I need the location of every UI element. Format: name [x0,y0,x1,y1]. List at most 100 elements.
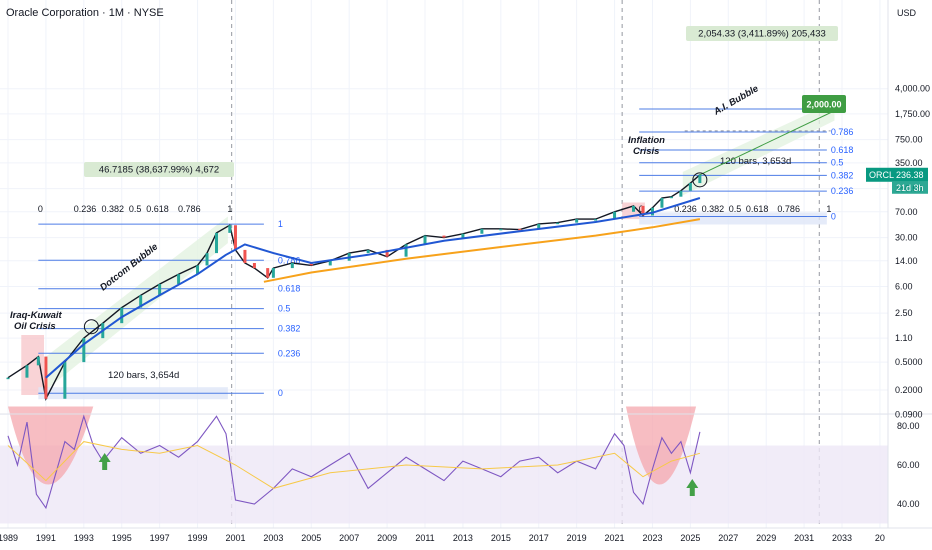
time-tick-label: 2019 [567,533,587,543]
time-tick-label: 2001 [225,533,245,543]
price-candle[interactable] [290,263,294,269]
price-candle[interactable] [499,228,503,231]
price-candle[interactable] [25,365,29,378]
price-candle[interactable] [698,174,702,184]
price-line[interactable] [7,174,701,401]
price-candle[interactable] [205,253,209,266]
fib-ratio-label: 0.382 [101,204,124,214]
countdown-badge [892,181,928,194]
price-candle[interactable] [215,232,219,254]
price-candle[interactable] [271,268,275,278]
price-candle[interactable] [36,356,40,366]
fib-ratio-label: 0.786 [777,204,800,214]
time-tick-label: 1989 [0,533,18,543]
time-tick-label: 2017 [529,533,549,543]
price-candle[interactable] [120,307,124,324]
chart-grid [0,0,888,528]
price-candle[interactable] [641,205,645,216]
moving-average-orange[interactable] [263,218,701,283]
annotation-label: Iraq-Kuwait [10,310,63,321]
fib-level-label: 0.382 [831,170,854,180]
price-candle[interactable] [328,260,332,266]
measure-box-label: 2,054.33 (3,411.89%) 205,433 [698,29,826,40]
price-candle[interactable] [404,244,408,257]
price-candle[interactable] [575,219,579,223]
price-tick-label: 0.0900 [895,409,923,419]
price-tick-label: 0.5000 [895,357,923,367]
last-price-badge[interactable] [866,167,928,182]
time-tick-label: 2009 [377,533,397,543]
time-tick-label: 1995 [112,533,132,543]
measure-box[interactable] [84,162,234,177]
arrow-up-icon [686,479,699,496]
price-candle[interactable] [196,265,200,275]
price-candle[interactable] [632,205,636,212]
annotation-label: Oil Crisis [14,321,56,332]
time-tick-label: 2021 [605,533,625,543]
moving-average-blue[interactable] [45,197,701,379]
time-tick-label: 2007 [339,533,359,543]
price-candle[interactable] [139,295,143,308]
fib-level-label: 0.382 [278,324,301,334]
time-tick-label: 2033 [832,533,852,543]
fib-level-label: 0.618 [278,284,301,294]
price-candle[interactable] [228,225,232,233]
annotation-label: Inflation [628,135,665,146]
target-price-badge[interactable] [802,95,846,113]
fib-ratio-label: 0.786 [178,204,201,214]
price-tick-label: 6.00 [895,282,913,292]
price-candle[interactable] [480,228,484,234]
price-candle[interactable] [442,235,446,238]
price-candle[interactable] [423,235,427,245]
price-candle[interactable] [82,338,86,363]
price-tick-label: 350.00 [895,158,923,168]
price-candle[interactable] [6,377,10,380]
price-candle[interactable] [650,207,654,216]
measure-box[interactable] [686,26,838,41]
price-candle[interactable] [266,268,270,278]
price-candle[interactable] [669,196,673,199]
price-candle[interactable] [233,225,237,250]
price-candle[interactable] [660,198,664,208]
symbol-label: ORCL [869,170,894,180]
fib-level-label: 0.5 [831,158,844,168]
rsi-signal-line[interactable] [7,441,701,489]
rsi-line[interactable] [7,414,701,510]
rsi-tick-label: 40.00 [897,499,920,509]
fib-level-label: 0 [831,211,836,221]
time-tick-label: 2029 [756,533,776,543]
price-candle[interactable] [461,233,465,238]
fib-ratio-label: 1 [227,204,232,214]
fib-level-label: 0.5 [278,304,291,314]
time-tick-label: 2027 [718,533,738,543]
price-candle[interactable] [309,263,313,266]
price-candle[interactable] [385,249,389,257]
price-candle[interactable] [366,249,370,254]
price-candle[interactable] [177,274,181,285]
price-candle[interactable] [158,284,162,296]
time-tick-label: 2013 [453,533,473,543]
price-candle[interactable] [63,362,67,399]
price-candle[interactable] [537,223,541,230]
price-candle[interactable] [688,183,692,191]
price-candle[interactable] [243,249,247,264]
price-candle[interactable] [252,263,256,269]
fib-ratio-label: 0.5 [729,204,742,214]
ai-channel [682,101,835,196]
time-tick-label: 2011 [415,533,434,543]
arrow-up-icon [98,453,111,470]
price-candle[interactable] [518,228,522,231]
price-tick-label: 14.00 [895,256,918,266]
price-candle[interactable] [679,190,683,197]
price-candle[interactable] [594,219,598,221]
fib-ratio-label: 0.618 [746,204,769,214]
bars-count-label: 120 bars, 3,653d [720,156,791,167]
price-candle[interactable] [556,222,560,225]
price-tick-label: 30.00 [895,233,918,243]
fib-base-band [639,212,827,225]
currency-label: USD [897,8,917,18]
price-candle[interactable] [613,211,617,220]
rsi-tick-label: 60.00 [897,460,920,470]
price-tick-label: 2.50 [895,308,913,318]
